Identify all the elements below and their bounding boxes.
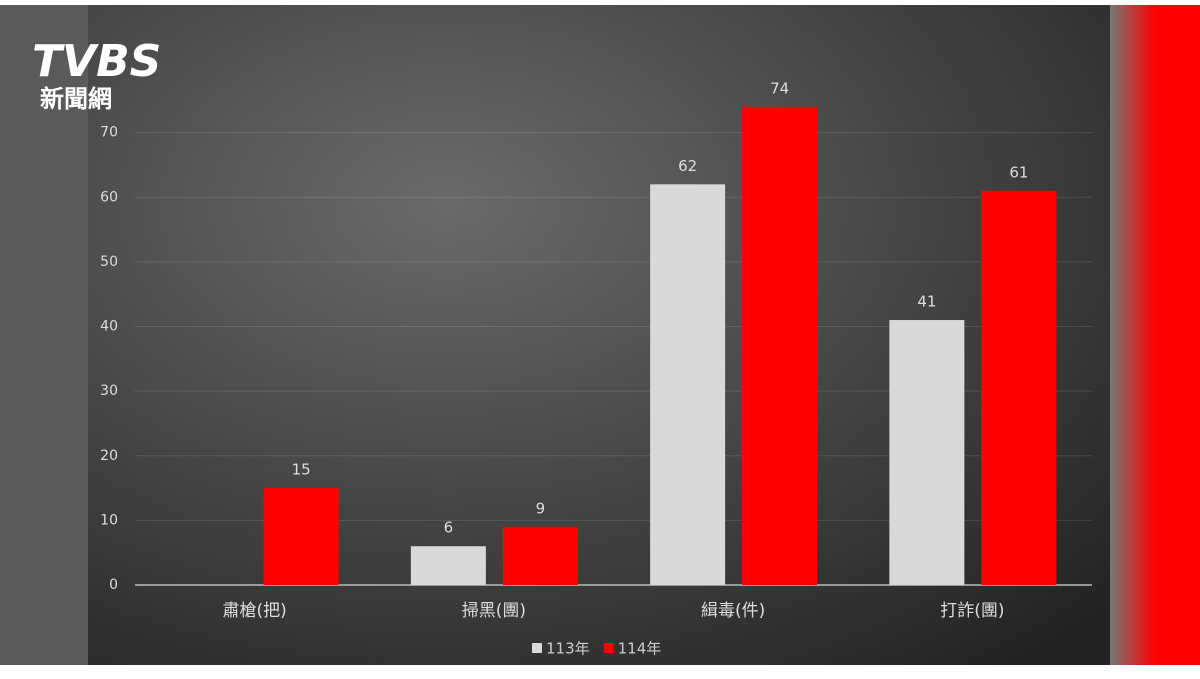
x-tick-label: 緝毒(件) (701, 601, 765, 621)
bar (263, 488, 339, 585)
y-tick-label: 50 (100, 254, 118, 270)
bar (981, 190, 1057, 585)
legend-label: 114年 (618, 640, 662, 658)
logo-sub: 新聞網 (40, 85, 112, 113)
y-tick-label: 20 (100, 448, 118, 464)
logo-brand: TVBS (32, 36, 161, 87)
right-strip (1110, 5, 1200, 665)
x-tick-label: 打詐(團) (940, 601, 1004, 621)
x-tick-label: 掃黑(團) (462, 601, 526, 621)
y-tick-label: 70 (100, 125, 118, 141)
value-label: 74 (770, 79, 789, 97)
bar (650, 184, 726, 585)
y-tick-label: 0 (109, 577, 118, 593)
value-label: 9 (536, 499, 546, 517)
legend-label: 113年 (546, 640, 590, 658)
legend-swatch (603, 643, 614, 653)
value-label: 6 (444, 519, 454, 537)
bar (502, 526, 578, 585)
value-label: 41 (917, 293, 936, 311)
value-label: 62 (678, 157, 697, 175)
y-tick-label: 10 (100, 512, 118, 528)
left-strip (0, 5, 88, 665)
y-tick-label: 30 (100, 383, 118, 399)
x-tick-label: 肅槍(把) (222, 601, 286, 621)
y-tick-label: 60 (100, 189, 118, 205)
legend-swatch (532, 643, 542, 653)
value-label: 61 (1009, 163, 1028, 181)
bar (742, 106, 818, 586)
value-label: 15 (292, 461, 311, 479)
bar (410, 546, 486, 585)
y-tick-label: 40 (100, 319, 118, 335)
logo: TVBS 新聞網 (32, 36, 161, 113)
plot: 0 10 20 30 40 50 60 70 肅槍(把) 15 掃黑(團) 6 9 緝毒(件) 62 74 打詐… (100, 79, 1092, 658)
bar (889, 320, 965, 585)
